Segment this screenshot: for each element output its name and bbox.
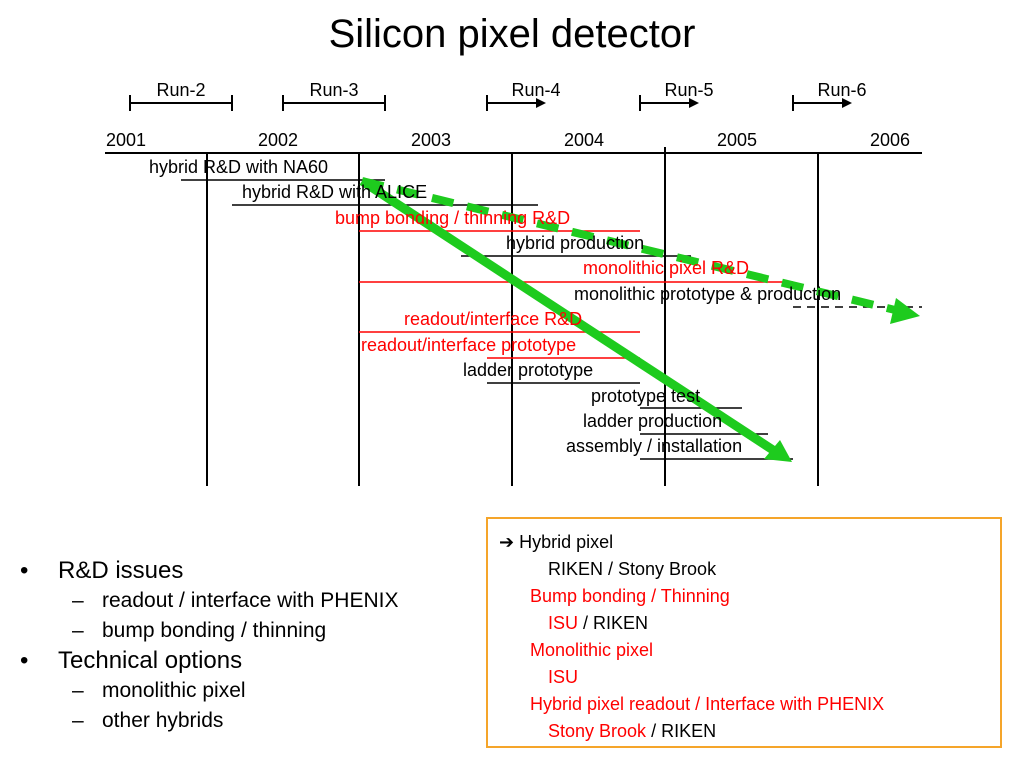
year-label: 2006 <box>870 130 911 150</box>
box-line: ISU <box>548 667 579 687</box>
sub-bullet-item: – monolithic pixel <box>20 676 398 706</box>
bullet-text: R&D issues <box>58 557 184 584</box>
task-label: readout/interface prototype <box>361 335 577 355</box>
year-label: 2003 <box>411 130 452 150</box>
run-label: Run-5 <box>664 80 714 100</box>
bullet-list: • R&D issues – readout / interface with … <box>20 556 398 736</box>
sub-bullet-text: monolithic pixel <box>102 679 246 702</box>
task-label: monolithic prototype & production <box>574 284 842 304</box>
arrow-solid-head <box>764 440 792 462</box>
task-label: readout/interface R&D <box>404 309 583 329</box>
run-markers <box>129 95 842 111</box>
box-line: ISU / RIKEN <box>548 613 649 633</box>
task-label: assembly / installation <box>566 436 743 456</box>
sub-bullet-dash: – <box>72 619 84 642</box>
sub-bullet-text: readout / interface with PHENIX <box>102 589 399 612</box>
arrow-dashed-path <box>361 177 896 314</box>
task-label: bump bonding / thinning R&D <box>335 208 571 228</box>
sub-bullet-dash: – <box>72 589 84 612</box>
task-label: hybrid R&D with NA60 <box>149 157 329 177</box>
run-label: Run-2 <box>156 80 206 100</box>
arrow-dashed-head <box>890 298 920 324</box>
arrow-solid-path <box>359 177 779 456</box>
sub-bullet-item: – readout / interface with PHENIX <box>20 586 398 616</box>
sub-bullet-dash: – <box>72 679 84 702</box>
bullet-item: • Technical options <box>20 646 398 676</box>
box-line: RIKEN / Stony Brook <box>548 559 717 579</box>
task-label: ladder production <box>583 411 723 431</box>
sub-bullet-dash: – <box>72 709 84 732</box>
sub-bullet-item: – bump bonding / thinning <box>20 616 398 646</box>
sub-bullet-item: – other hybrids <box>20 706 398 736</box>
bullet-item: • R&D issues <box>20 556 398 586</box>
bullet-dot: • <box>20 647 29 674</box>
responsibility-box: ➔ Hybrid pixel RIKEN / Stony Brook Bump … <box>486 517 1002 748</box>
box-line: Monolithic pixel <box>530 640 654 660</box>
box-line: Bump bonding / Thinning <box>530 586 730 606</box>
year-gridlines <box>206 147 819 486</box>
sub-bullet-text: bump bonding / thinning <box>102 619 327 642</box>
bullet-text: Technical options <box>58 647 243 674</box>
task-label: ladder prototype <box>463 360 594 380</box>
year-label: 2001 <box>106 130 147 150</box>
task-label: hybrid production <box>506 233 645 253</box>
run-label: Run-4 <box>511 80 561 100</box>
run-label: Run-6 <box>817 80 867 100</box>
green-arrows <box>359 177 920 462</box>
run-label: Run-3 <box>309 80 359 100</box>
task-label: hybrid R&D with ALICE <box>242 182 428 202</box>
box-line: Stony Brook / RIKEN <box>548 721 717 741</box>
box-line-hybrid: ➔ Hybrid pixel <box>499 532 614 552</box>
task-label: monolithic pixel R&D <box>583 258 750 278</box>
bullet-dot: • <box>20 557 29 584</box>
sub-bullet-text: other hybrids <box>102 709 224 732</box>
timeline-chart <box>105 95 922 486</box>
task-label: prototype test <box>591 386 701 406</box>
year-label: 2004 <box>564 130 605 150</box>
page-title: Silicon pixel detector <box>328 12 696 56</box>
year-label: 2005 <box>717 130 758 150</box>
run-arrowheads <box>536 98 852 108</box>
year-label: 2002 <box>258 130 299 150</box>
box-line: Hybrid pixel readout / Interface with PH… <box>530 694 885 714</box>
arrow-right-icon: ➔ <box>499 532 515 552</box>
